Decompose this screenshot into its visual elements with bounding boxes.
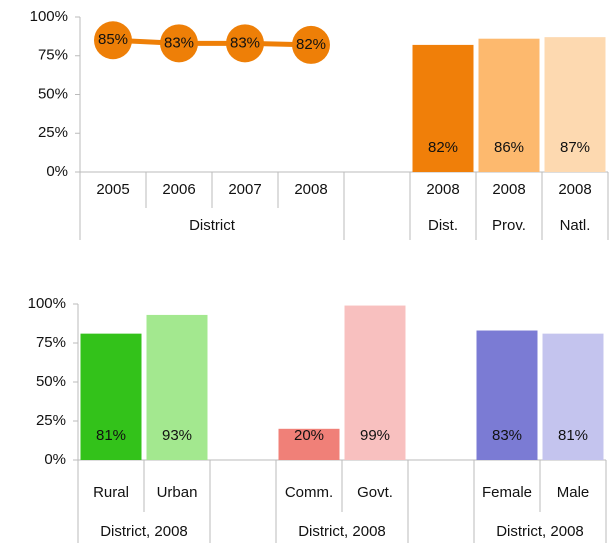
x-tick-label: 2007 bbox=[228, 181, 261, 198]
x-tick-label: 2008 bbox=[294, 181, 327, 198]
x-tick-label: Male bbox=[557, 484, 590, 501]
line-marker bbox=[160, 24, 198, 63]
x-tick-label: Female bbox=[482, 484, 532, 501]
y-tick-label: 50% bbox=[36, 373, 66, 390]
group-label: District bbox=[189, 217, 236, 234]
line-marker bbox=[94, 21, 132, 60]
bar bbox=[476, 330, 538, 460]
data-label: 87% bbox=[560, 139, 590, 156]
bar bbox=[80, 333, 142, 460]
bar bbox=[542, 333, 604, 460]
y-tick-label: 75% bbox=[36, 334, 66, 351]
bar bbox=[412, 44, 474, 172]
y-tick-label: 0% bbox=[46, 163, 68, 180]
x-tick-label: 2006 bbox=[162, 181, 195, 198]
group-label: District, 2008 bbox=[496, 523, 584, 540]
bar bbox=[344, 305, 406, 460]
bar bbox=[478, 38, 540, 173]
bar bbox=[278, 428, 340, 460]
group-label: Dist. bbox=[428, 217, 458, 234]
x-tick-label: Govt. bbox=[357, 484, 393, 501]
x-tick-label: Comm. bbox=[285, 484, 333, 501]
data-label: 93% bbox=[162, 427, 192, 444]
data-label: 83% bbox=[164, 34, 194, 51]
y-tick-label: 0% bbox=[44, 451, 66, 468]
data-label: 83% bbox=[230, 34, 260, 51]
data-label: 83% bbox=[492, 427, 522, 444]
x-tick-label: 2008 bbox=[426, 181, 459, 198]
data-label: 82% bbox=[428, 139, 458, 156]
line-marker bbox=[226, 24, 264, 63]
y-tick-label: 25% bbox=[38, 124, 68, 141]
line bbox=[112, 37, 312, 48]
data-label: 81% bbox=[96, 427, 126, 444]
group-label: District, 2008 bbox=[298, 523, 386, 540]
group-label: Natl. bbox=[560, 217, 591, 234]
x-tick-label: Rural bbox=[93, 484, 129, 501]
data-label: 86% bbox=[494, 139, 524, 156]
y-tick-label: 25% bbox=[36, 412, 66, 429]
y-tick-label: 50% bbox=[38, 85, 68, 102]
data-label: 81% bbox=[558, 427, 588, 444]
y-tick-label: 100% bbox=[28, 295, 66, 312]
y-tick-label: 100% bbox=[30, 8, 68, 25]
data-label: 85% bbox=[98, 31, 128, 48]
data-label: 20% bbox=[294, 427, 324, 444]
bar bbox=[146, 314, 208, 460]
y-tick-label: 75% bbox=[38, 47, 68, 64]
bar bbox=[544, 37, 606, 173]
group-label: District, 2008 bbox=[100, 523, 188, 540]
line-marker bbox=[292, 25, 330, 64]
x-tick-label: Urban bbox=[157, 484, 198, 501]
x-tick-label: 2005 bbox=[96, 181, 129, 198]
data-label: 82% bbox=[296, 36, 326, 53]
data-label: 99% bbox=[360, 427, 390, 444]
x-tick-label: 2008 bbox=[558, 181, 591, 198]
x-tick-label: 2008 bbox=[492, 181, 525, 198]
group-label: Prov. bbox=[492, 217, 526, 234]
